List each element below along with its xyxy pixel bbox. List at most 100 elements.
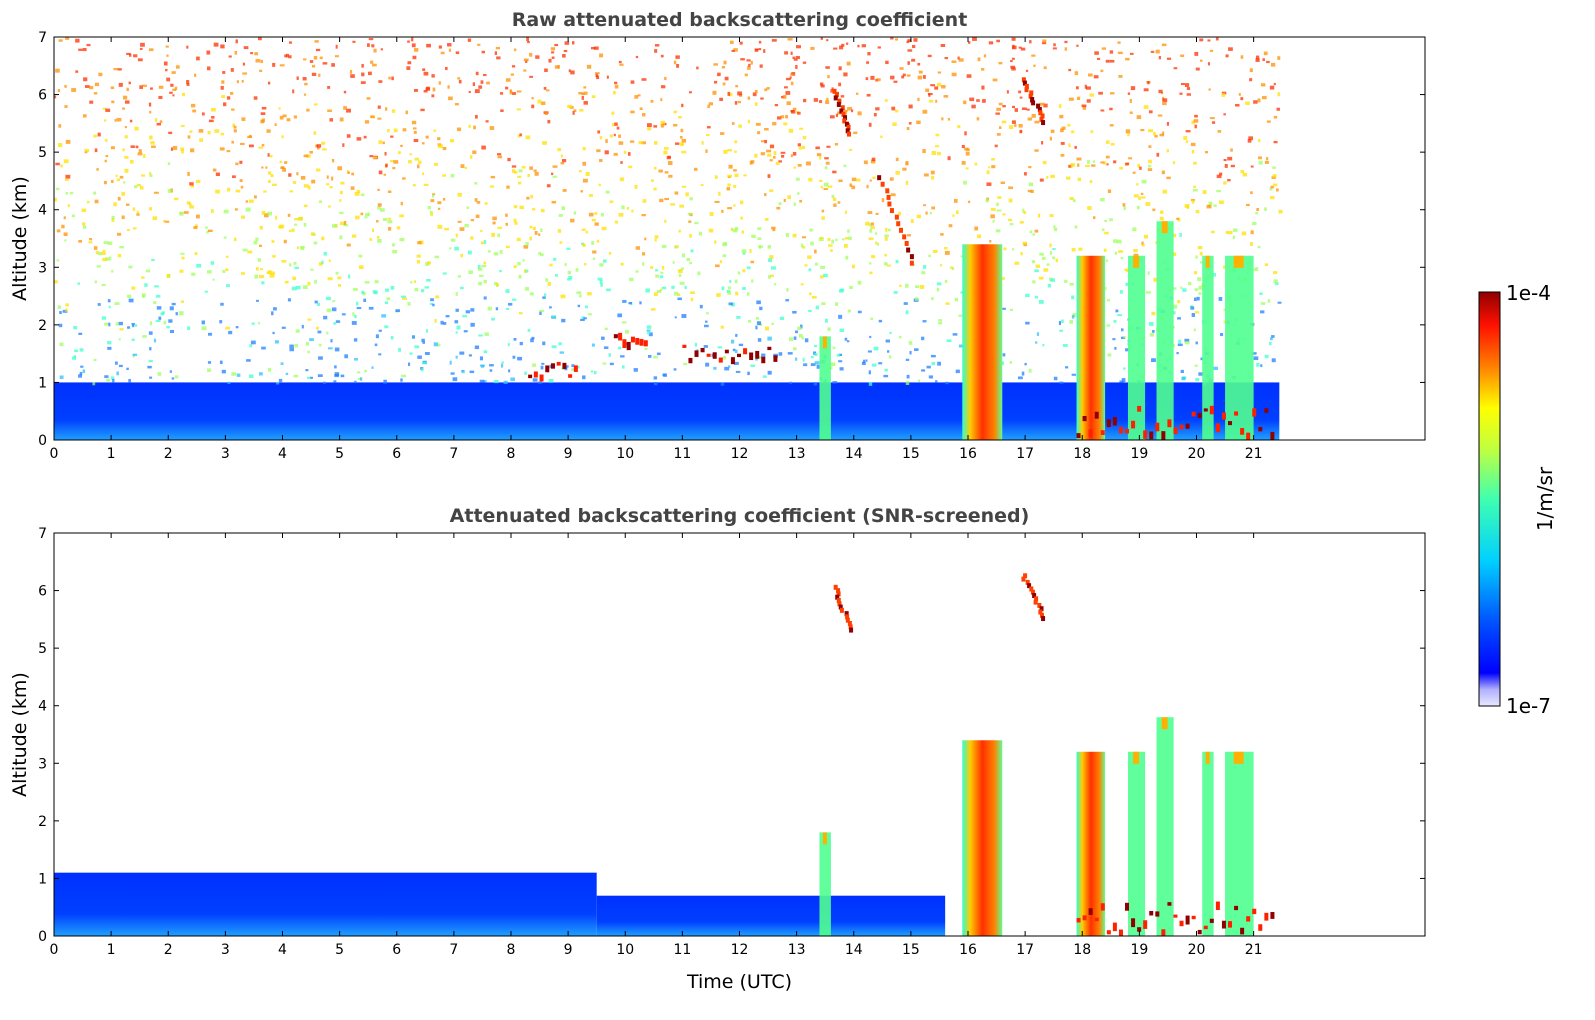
feature-cloud-column (1202, 255, 1214, 440)
y-tick-label: 6 (38, 88, 47, 104)
x-tick-label: 6 (392, 446, 401, 462)
feature-precipitation (962, 244, 1003, 440)
y-tick-label: 3 (38, 260, 47, 276)
colorbar-max-label: 1e-4 (1506, 281, 1551, 305)
x-tick-label: 2 (164, 446, 173, 462)
feature-cloud-base (1076, 901, 1275, 936)
x-tick-label: 21 (1245, 942, 1263, 958)
feature-cirrus (1021, 77, 1046, 126)
feature-boundary-layer (54, 382, 1280, 440)
x-tick-label: 20 (1188, 446, 1206, 462)
feature-cirrus (832, 88, 852, 137)
y-tick-label: 7 (38, 30, 47, 46)
y-tick-label: 0 (38, 929, 47, 945)
feature-cloud-layer (613, 332, 648, 351)
x-tick-label: 13 (788, 446, 806, 462)
screened-heatmap (54, 573, 1275, 936)
feature-precipitation (962, 740, 1003, 936)
feature-cirrus (833, 584, 854, 633)
x-axis-label: Time (UTC) (686, 971, 792, 993)
y-tick-label: 4 (38, 203, 47, 219)
feature-cirrus (877, 175, 914, 266)
x-tick-label: 10 (616, 446, 634, 462)
y-tick-label: 1 (38, 871, 47, 887)
feature-cloud-column (1156, 717, 1174, 936)
x-tick-label: 8 (507, 446, 516, 462)
feature-cloud-column (1127, 751, 1146, 936)
x-tick-label: 7 (449, 942, 458, 958)
feature-cloud-column-top (822, 832, 827, 845)
x-tick-label: 13 (788, 942, 806, 958)
x-tick-label: 18 (1073, 446, 1091, 462)
x-tick-label: 0 (50, 446, 59, 462)
x-tick-label: 4 (278, 942, 287, 958)
x-tick-label: 1 (107, 446, 116, 462)
screened-panel: Attenuated backscattering coefficient (S… (9, 505, 1426, 993)
feature-boundary-layer (596, 895, 946, 936)
x-tick-label: 8 (507, 942, 516, 958)
feature-cloud-column-top (1161, 221, 1168, 234)
feature-cloud-column (1202, 751, 1214, 936)
raw-panel: Raw attenuated backscattering coefficien… (9, 9, 1426, 462)
screened-x-ticks: 0 1 2 3 4 5 6 7 8 9 10 11 12 13 14 15 16 17 18 19 20 21 (50, 533, 1263, 958)
feature-cloud-base (1076, 405, 1275, 440)
x-tick-label: 11 (673, 942, 691, 958)
feature-boundary-layer (54, 872, 597, 936)
screened-y-axis-label: Altitude (km) (9, 672, 31, 797)
x-tick-label: 9 (564, 446, 573, 462)
x-tick-label: 15 (902, 942, 920, 958)
y-tick-label: 4 (38, 699, 47, 715)
x-tick-label: 5 (335, 446, 344, 462)
colorbar: 1e-4 1e-7 1/m/sr (1478, 281, 1557, 718)
feature-precipitation (1076, 255, 1106, 440)
raw-y-axis-label: Altitude (km) (9, 176, 31, 301)
screened-y-ticks: 0 1 2 3 4 5 6 7 (38, 526, 1425, 945)
x-tick-label: 18 (1073, 942, 1091, 958)
x-tick-label: 16 (959, 446, 977, 462)
feature-cloud-column-top (1233, 751, 1244, 764)
feature-cloud-layer (682, 344, 778, 365)
x-tick-label: 3 (221, 942, 230, 958)
x-tick-label: 21 (1245, 446, 1263, 462)
x-tick-label: 0 (50, 942, 59, 958)
x-tick-label: 12 (731, 446, 749, 462)
x-tick-label: 17 (1016, 942, 1034, 958)
x-tick-label: 10 (616, 942, 634, 958)
x-tick-label: 7 (449, 446, 458, 462)
x-tick-label: 1 (107, 942, 116, 958)
raw-panel-title: Raw attenuated backscattering coefficien… (512, 9, 968, 31)
y-tick-label: 1 (38, 375, 47, 391)
feature-cloud-column-top (1233, 255, 1244, 268)
y-tick-label: 5 (38, 145, 47, 161)
x-tick-label: 19 (1130, 942, 1148, 958)
x-tick-label: 3 (221, 446, 230, 462)
y-tick-label: 5 (38, 641, 47, 657)
screened-panel-title: Attenuated backscattering coefficient (S… (450, 505, 1030, 527)
colorbar-gradient (1478, 291, 1501, 707)
feature-cloud-column (1127, 255, 1146, 440)
x-tick-label: 14 (845, 446, 863, 462)
y-tick-label: 3 (38, 756, 47, 772)
y-tick-label: 0 (38, 433, 47, 449)
y-tick-label: 2 (38, 318, 47, 334)
feature-cirrus (1021, 573, 1046, 622)
x-tick-label: 4 (278, 446, 287, 462)
x-tick-label: 9 (564, 942, 573, 958)
raw-heatmap (54, 37, 1283, 440)
feature-cloud-column-top (1205, 255, 1210, 268)
x-tick-label: 11 (673, 446, 691, 462)
feature-cloud-column-top (1133, 255, 1140, 268)
x-tick-label: 20 (1188, 942, 1206, 958)
feature-cloud-column-top (1133, 751, 1140, 764)
colorbar-unit-label: 1/m/sr (1533, 466, 1557, 531)
feature-cloud-column (819, 336, 831, 440)
feature-cloud-column (1225, 751, 1254, 936)
feature-cloud-column (1156, 221, 1174, 440)
colorbar-min-label: 1e-7 (1506, 694, 1551, 718)
x-tick-label: 17 (1016, 446, 1034, 462)
feature-precipitation (1076, 751, 1106, 936)
feature-cloud-column (819, 832, 831, 936)
x-tick-label: 19 (1130, 446, 1148, 462)
x-tick-label: 15 (902, 446, 920, 462)
